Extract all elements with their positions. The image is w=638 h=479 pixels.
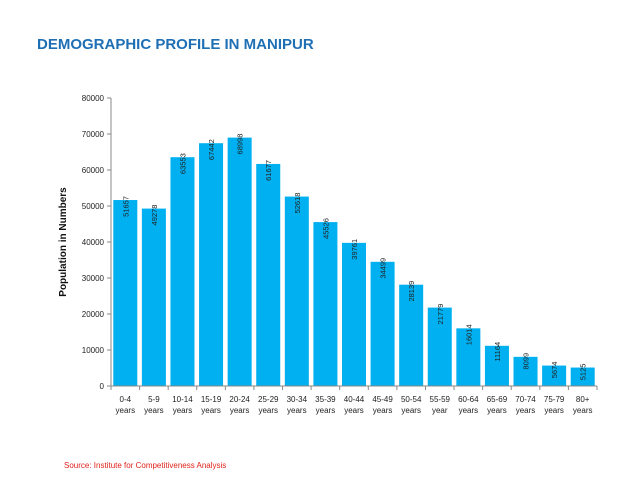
- category-label: 75-79: [544, 395, 565, 404]
- bar: [542, 365, 567, 386]
- category-label: 10-14: [172, 395, 193, 404]
- category-labels: 0-4 years 5-9 years 10-14 years 15-19 years 20-2…: [110, 386, 598, 415]
- data-label: 61677: [264, 160, 273, 181]
- category-sublabel: years: [316, 406, 336, 415]
- category-sublabel: year: [432, 406, 448, 415]
- data-label: 34499: [379, 258, 388, 279]
- bar: [227, 137, 252, 386]
- bar: [484, 345, 509, 386]
- category-label: 55-59: [430, 395, 451, 404]
- bar: [284, 196, 309, 386]
- category-label: 30-34: [287, 395, 308, 404]
- data-label: 28139: [407, 281, 416, 302]
- category-sublabel: years: [487, 406, 507, 415]
- category-sublabel: years: [544, 406, 564, 415]
- bars: [113, 137, 595, 386]
- bar: [513, 356, 538, 386]
- data-label: 52618: [293, 193, 302, 214]
- category-label: 45-49: [372, 395, 393, 404]
- data-label: 8099: [522, 353, 531, 370]
- category-label: 35-39: [315, 395, 336, 404]
- category-sublabel: years: [287, 406, 307, 415]
- category-label: 80+: [576, 395, 590, 404]
- data-label: 51657: [121, 196, 130, 217]
- source-note: Source: Institute for Competitiveness An…: [64, 461, 227, 470]
- data-label: 49278: [150, 205, 159, 226]
- y-axis-label: Population in Numbers: [58, 187, 69, 297]
- data-label: 45526: [321, 218, 330, 239]
- category-label: 0-4: [120, 395, 132, 404]
- category-sublabel: years: [373, 406, 393, 415]
- category-label: 25-29: [258, 395, 279, 404]
- bar: [370, 261, 395, 386]
- bar: [199, 143, 224, 386]
- category-sublabel: years: [573, 406, 593, 415]
- category-sublabel: years: [459, 406, 479, 415]
- bar: [256, 163, 281, 386]
- data-label: 21779: [436, 304, 445, 325]
- data-label: 5674: [550, 362, 559, 379]
- data-label: 67442: [207, 139, 216, 160]
- y-tick-label: 10000: [82, 346, 105, 355]
- y-tick-label: 80000: [82, 94, 105, 103]
- bar: [141, 208, 166, 386]
- category-sublabel: years: [144, 406, 164, 415]
- category-label: 5-9: [148, 395, 160, 404]
- y-tick-label: 20000: [82, 310, 105, 319]
- bar: [427, 307, 452, 386]
- category-label: 20-24: [229, 395, 250, 404]
- y-tick-label: 70000: [82, 130, 105, 139]
- y-axis-ticks: 0 10000 20000 30000 40000 50000 60000 70000 8000…: [82, 94, 111, 391]
- category-label: 70-74: [515, 395, 536, 404]
- category-label: 65-69: [487, 395, 508, 404]
- bar: [570, 367, 595, 386]
- bar: [341, 242, 367, 386]
- category-sublabel: years: [401, 406, 421, 415]
- data-label: 39761: [350, 239, 359, 260]
- data-label: 68998: [236, 134, 245, 155]
- category-label: 15-19: [201, 395, 222, 404]
- y-tick-label: 40000: [82, 238, 105, 247]
- category-label: 50-54: [401, 395, 422, 404]
- data-label: 16014: [464, 324, 473, 345]
- category-label: 40-44: [344, 395, 365, 404]
- data-label: 63553: [178, 153, 187, 174]
- y-tick-label: 60000: [82, 166, 105, 175]
- y-tick-label: 30000: [82, 274, 105, 283]
- category-label: 60-64: [458, 395, 479, 404]
- bar: [456, 328, 481, 386]
- bar: [170, 157, 195, 386]
- bar: [313, 222, 338, 386]
- y-tick-label: 50000: [82, 202, 105, 211]
- y-tick-label: 0: [100, 382, 105, 391]
- category-sublabel: years: [516, 406, 536, 415]
- data-label: 11164: [493, 342, 502, 362]
- category-sublabel: years: [173, 406, 193, 415]
- category-sublabel: years: [230, 406, 250, 415]
- category-sublabel: years: [201, 406, 221, 415]
- category-sublabel: years: [344, 406, 364, 415]
- data-label: 5125: [579, 364, 588, 381]
- bar: [113, 200, 138, 386]
- bar: [399, 284, 424, 386]
- category-sublabel: years: [258, 406, 278, 415]
- category-sublabel: years: [116, 406, 136, 415]
- data-labels: 51657 49278 63553 67442 68998 61677 52618 45526…: [121, 134, 587, 381]
- chart-title: DEMOGRAPHIC PROFILE IN MANIPUR: [37, 36, 314, 53]
